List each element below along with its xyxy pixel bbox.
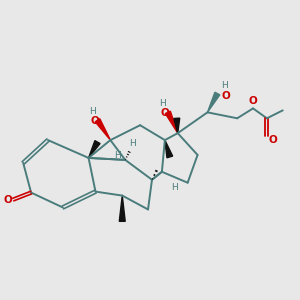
Text: H: H xyxy=(114,152,121,160)
Text: H: H xyxy=(129,139,136,148)
Polygon shape xyxy=(165,140,173,158)
Text: H: H xyxy=(160,99,166,108)
Polygon shape xyxy=(208,92,220,112)
Text: O: O xyxy=(222,91,231,100)
Polygon shape xyxy=(174,118,180,133)
Text: O: O xyxy=(160,108,169,118)
Text: O: O xyxy=(90,116,99,126)
Text: O: O xyxy=(4,194,13,205)
Polygon shape xyxy=(119,196,125,221)
Polygon shape xyxy=(165,111,178,133)
Polygon shape xyxy=(95,119,110,140)
Text: H: H xyxy=(89,107,96,116)
Polygon shape xyxy=(88,141,100,158)
Text: O: O xyxy=(268,135,277,145)
Text: O: O xyxy=(249,97,257,106)
Text: H: H xyxy=(221,81,228,90)
Text: H: H xyxy=(171,183,178,192)
